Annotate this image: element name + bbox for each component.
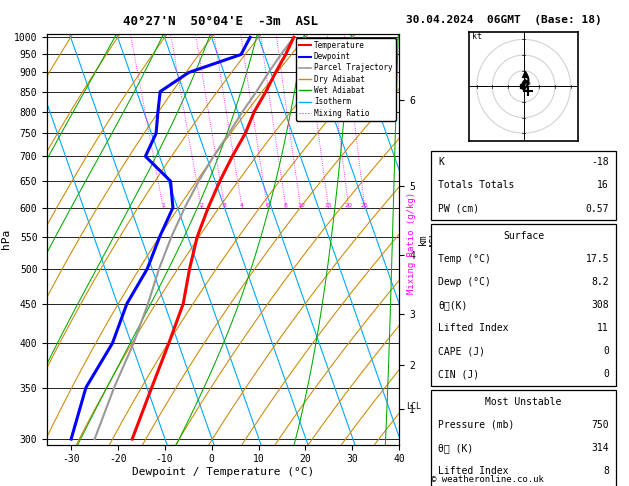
Text: 8: 8 <box>603 466 609 476</box>
Text: 1: 1 <box>161 203 165 208</box>
Text: Most Unstable: Most Unstable <box>486 397 562 407</box>
Text: 15: 15 <box>325 203 332 208</box>
Text: 750: 750 <box>591 420 609 430</box>
Text: 17.5: 17.5 <box>586 254 609 264</box>
Text: -18: -18 <box>591 157 609 167</box>
Text: 20: 20 <box>345 203 353 208</box>
Text: 10: 10 <box>297 203 304 208</box>
Text: 0: 0 <box>603 369 609 380</box>
Text: 314: 314 <box>591 443 609 453</box>
Text: 30.04.2024  06GMT  (Base: 18): 30.04.2024 06GMT (Base: 18) <box>406 15 601 25</box>
Text: 6: 6 <box>265 203 269 208</box>
Text: Pressure (mb): Pressure (mb) <box>438 420 515 430</box>
Text: 4: 4 <box>240 203 244 208</box>
Text: Dewp (°C): Dewp (°C) <box>438 277 491 287</box>
Text: Mixing Ratio (g/kg): Mixing Ratio (g/kg) <box>408 192 416 294</box>
Text: 0.57: 0.57 <box>586 204 609 213</box>
X-axis label: Dewpoint / Temperature (°C): Dewpoint / Temperature (°C) <box>132 467 314 477</box>
Text: 11: 11 <box>598 323 609 333</box>
Text: 16: 16 <box>598 180 609 191</box>
Text: 8: 8 <box>284 203 288 208</box>
Text: 2: 2 <box>199 203 203 208</box>
Y-axis label: hPa: hPa <box>1 229 11 249</box>
Text: θᴄ (K): θᴄ (K) <box>438 443 474 453</box>
Text: θᴄ(K): θᴄ(K) <box>438 300 468 310</box>
Text: 8.2: 8.2 <box>591 277 609 287</box>
Bar <box>431 151 616 220</box>
Text: CIN (J): CIN (J) <box>438 369 479 380</box>
Text: K: K <box>438 157 444 167</box>
Bar <box>431 224 616 386</box>
Text: Lifted Index: Lifted Index <box>438 466 509 476</box>
Text: PW (cm): PW (cm) <box>438 204 479 213</box>
Bar <box>431 390 616 486</box>
Text: 3: 3 <box>223 203 227 208</box>
Text: kt: kt <box>472 33 482 41</box>
Text: 308: 308 <box>591 300 609 310</box>
Y-axis label: km
ASL: km ASL <box>418 230 440 248</box>
Text: Surface: Surface <box>503 231 544 241</box>
Text: © weatheronline.co.uk: © weatheronline.co.uk <box>431 474 543 484</box>
Text: 25: 25 <box>361 203 369 208</box>
Text: LCL: LCL <box>406 402 421 411</box>
Legend: Temperature, Dewpoint, Parcel Trajectory, Dry Adiabat, Wet Adiabat, Isotherm, Mi: Temperature, Dewpoint, Parcel Trajectory… <box>296 38 396 121</box>
Text: Temp (°C): Temp (°C) <box>438 254 491 264</box>
Text: 0: 0 <box>603 347 609 356</box>
Text: CAPE (J): CAPE (J) <box>438 347 486 356</box>
Text: Totals Totals: Totals Totals <box>438 180 515 191</box>
Text: 40°27'N  50°04'E  -3m  ASL: 40°27'N 50°04'E -3m ASL <box>123 15 318 28</box>
Text: Lifted Index: Lifted Index <box>438 323 509 333</box>
